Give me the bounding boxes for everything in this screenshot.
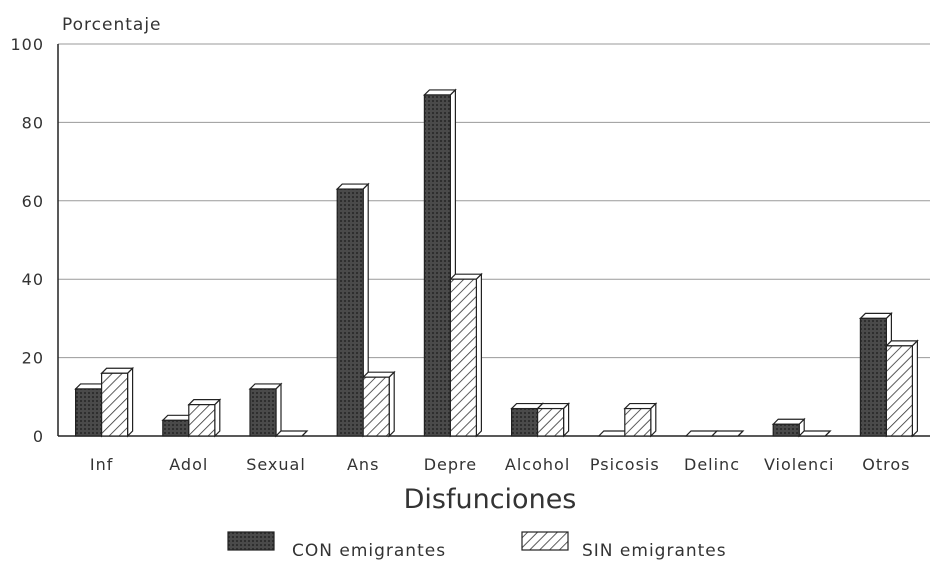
- bar-sin-delinc: [710, 430, 745, 437]
- y-tick-label: 60: [22, 192, 44, 211]
- bar-sin-depre: [448, 272, 483, 438]
- y-tick-label: 20: [22, 349, 44, 368]
- bar-con-sexual: [248, 382, 283, 438]
- y-ticks: 0 20 40 60 80 100: [10, 35, 44, 446]
- bar-sin-psicosis: [623, 402, 658, 438]
- x-ticks: Inf Adol Sexual Ans Depre Alcohol Psicosis Deli…: [90, 455, 910, 474]
- bar-sin-sexual: [274, 430, 309, 437]
- bars: [74, 88, 919, 438]
- x-tick-label: Inf: [90, 455, 114, 474]
- bar-sin-adol: [187, 398, 222, 438]
- x-axis-title: Disfunciones: [404, 484, 577, 515]
- legend-label: CON emigrantes: [292, 541, 446, 561]
- bar-sin-alcohol: [536, 402, 571, 438]
- x-tick-label: Alcohol: [505, 455, 570, 474]
- x-tick-label: Sexual: [246, 455, 306, 474]
- legend-swatch: [227, 531, 275, 551]
- legend-item-sin: SIN emigrantes: [521, 531, 727, 561]
- y-tick-label: 100: [10, 35, 44, 54]
- bar-sin-otros: [884, 339, 919, 438]
- bar-con-depre: [422, 88, 457, 438]
- bar-sin-violenci: [797, 430, 832, 437]
- y-axis-title: Porcentaje: [62, 15, 162, 35]
- legend-label: SIN emigrantes: [582, 541, 727, 561]
- bar-con-violenci: [771, 417, 806, 438]
- x-tick-label: Otros: [862, 455, 910, 474]
- gridlines: [58, 43, 930, 359]
- legend-item-con: CON emigrantes: [227, 531, 446, 561]
- x-tick-label: Violenci: [764, 455, 835, 474]
- x-tick-label: Adol: [169, 455, 208, 474]
- x-tick-label: Delinc: [684, 455, 740, 474]
- legend: CON emigrantes SIN emigrantes: [227, 531, 727, 561]
- y-tick-label: 80: [22, 113, 44, 132]
- x-tick-label: Psicosis: [590, 455, 660, 474]
- x-tick-label: Depre: [424, 455, 477, 474]
- bar-sin-ans: [361, 370, 396, 438]
- x-tick-label: Ans: [347, 455, 379, 474]
- y-tick-label: 0: [33, 427, 44, 446]
- bar-sin-inf: [100, 366, 135, 438]
- legend-swatch: [521, 531, 569, 551]
- y-tick-label: 40: [22, 270, 44, 289]
